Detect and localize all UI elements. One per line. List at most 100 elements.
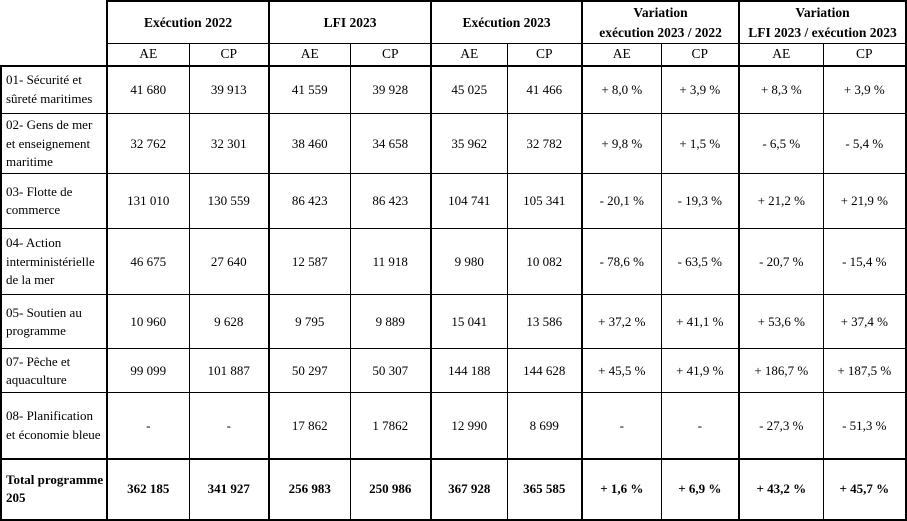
subheader-cp: CP [349, 43, 433, 67]
value-cell: - [188, 392, 271, 460]
table-row: 02- Gens de mer et enseignement maritime… [0, 113, 907, 175]
group-title: Variation [795, 5, 850, 20]
row-label: 05- Soutien au programme [0, 294, 108, 350]
value-cell: 46 675 [106, 228, 190, 296]
value-cell: 10 960 [106, 294, 190, 350]
value-cell: + 21,9 % [822, 173, 907, 230]
value-cell: 41 466 [506, 65, 584, 115]
value-cell: 1 7862 [349, 392, 433, 460]
total-value-cell: 365 585 [506, 457, 584, 521]
value-cell: - 63,5 % [660, 228, 741, 296]
value-cell: 50 307 [349, 348, 433, 394]
value-cell: + 3,9 % [660, 65, 741, 115]
total-value-cell: + 6,9 % [660, 457, 741, 521]
group-header-execution-2022: Exécution 2022 [105, 0, 271, 45]
value-cell: - 51,3 % [822, 392, 907, 460]
value-cell: 13 586 [506, 294, 584, 350]
row-label: 02- Gens de mer et enseignement maritime [0, 113, 108, 175]
table-row: 04- Action interministérielle de la mer … [0, 228, 907, 296]
value-cell: 34 658 [349, 113, 433, 175]
group-header-variation-lfi: Variation LFI 2023 / exécution 2023 [738, 0, 907, 45]
value-cell: 101 887 [188, 348, 271, 394]
value-cell: - 20,7 % [738, 228, 824, 296]
row-label: 01- Sécurité et sûreté maritimes [0, 64, 108, 115]
subheader-ae: AE [106, 43, 190, 67]
value-cell: 99 099 [106, 348, 190, 394]
value-cell: 104 741 [430, 173, 508, 230]
value-cell: 15 041 [430, 294, 508, 350]
total-row: Total programme 205 362 185 341 927 256 … [0, 457, 907, 521]
value-cell: 86 423 [349, 173, 433, 230]
value-cell: 11 918 [349, 228, 433, 296]
value-cell: + 186,7 % [738, 348, 824, 394]
value-cell: - [660, 392, 741, 460]
value-cell: 50 297 [268, 348, 351, 394]
value-cell: 12 990 [430, 392, 508, 460]
group-title: Exécution 2023 [462, 14, 551, 30]
subheader-ae: AE [430, 43, 508, 67]
group-subtitle: LFI 2023 / exécution 2023 [748, 24, 897, 40]
total-value-cell: 362 185 [106, 457, 190, 521]
subheader-cp: CP [822, 43, 907, 67]
value-cell: 144 628 [506, 348, 584, 394]
value-cell: 105 341 [506, 173, 584, 230]
subheader-cp: CP [660, 43, 741, 67]
value-cell: + 45,5 % [581, 348, 662, 394]
group-header-row: Exécution 2022 LFI 2023 Exécution 2023 V… [1, 0, 907, 45]
value-cell: - 15,4 % [822, 228, 907, 296]
value-cell: 9 795 [268, 294, 351, 350]
group-header-lfi-2023: LFI 2023 [268, 0, 433, 45]
corner-cell [1, 1, 107, 44]
value-cell: + 8,0 % [581, 65, 662, 115]
value-cell: - 6,5 % [738, 113, 824, 175]
row-label: 08- Planification et économie bleue [0, 392, 108, 460]
group-header-execution-2023: Exécution 2023 [430, 0, 584, 45]
value-cell: + 187,5 % [822, 348, 907, 394]
table-row: 08- Planification et économie bleue - - … [0, 392, 907, 460]
subheader-cp: CP [188, 43, 271, 67]
value-cell: + 41,9 % [660, 348, 741, 394]
value-cell: 41 559 [268, 65, 351, 115]
value-cell: 130 559 [188, 173, 271, 230]
table-row: 05- Soutien au programme 10 960 9 628 9 … [0, 294, 907, 350]
row-label: 04- Action interministérielle de la mer [0, 228, 108, 296]
total-value-cell: 250 986 [349, 457, 433, 521]
group-subtitle: exécution 2023 / 2022 [599, 24, 722, 40]
value-cell: 32 762 [106, 113, 190, 175]
value-cell: 32 782 [506, 113, 584, 175]
value-cell: 86 423 [268, 173, 351, 230]
value-cell: + 21,2 % [738, 173, 824, 230]
value-cell: 10 082 [506, 228, 584, 296]
value-cell: 144 188 [430, 348, 508, 394]
value-cell: + 41,1 % [660, 294, 741, 350]
total-value-cell: + 45,7 % [822, 457, 907, 521]
value-cell: + 37,2 % [581, 294, 662, 350]
table-row: 03- Flotte de commerce 131 010 130 559 8… [0, 173, 907, 230]
value-cell: + 37,4 % [822, 294, 907, 350]
value-cell: 8 699 [506, 392, 584, 460]
total-value-cell: + 43,2 % [738, 457, 824, 521]
value-cell: + 8,3 % [738, 65, 824, 115]
value-cell: - 78,6 % [581, 228, 662, 296]
value-cell: 9 980 [430, 228, 508, 296]
group-title: Exécution 2022 [143, 14, 233, 30]
subheader-row: AE CP AE CP AE CP AE CP AE CP [1, 43, 907, 67]
value-cell: + 53,6 % [738, 294, 824, 350]
value-cell: - [106, 392, 190, 460]
value-cell: - 27,3 % [738, 392, 824, 460]
value-cell: 45 025 [430, 65, 508, 115]
value-cell: - 5,4 % [822, 113, 907, 175]
value-cell: 41 680 [106, 65, 190, 115]
total-value-cell: 256 983 [268, 457, 351, 521]
subheader-ae: AE [268, 43, 351, 67]
subheader-ae: AE [581, 43, 662, 67]
total-row-label: Total programme 205 [0, 457, 108, 521]
total-value-cell: 367 928 [430, 457, 508, 521]
group-title: LFI 2023 [323, 14, 377, 30]
value-cell: 12 587 [268, 228, 351, 296]
value-cell: 27 640 [188, 228, 271, 296]
value-cell: + 9,8 % [581, 113, 662, 175]
corner-cell [1, 44, 107, 66]
